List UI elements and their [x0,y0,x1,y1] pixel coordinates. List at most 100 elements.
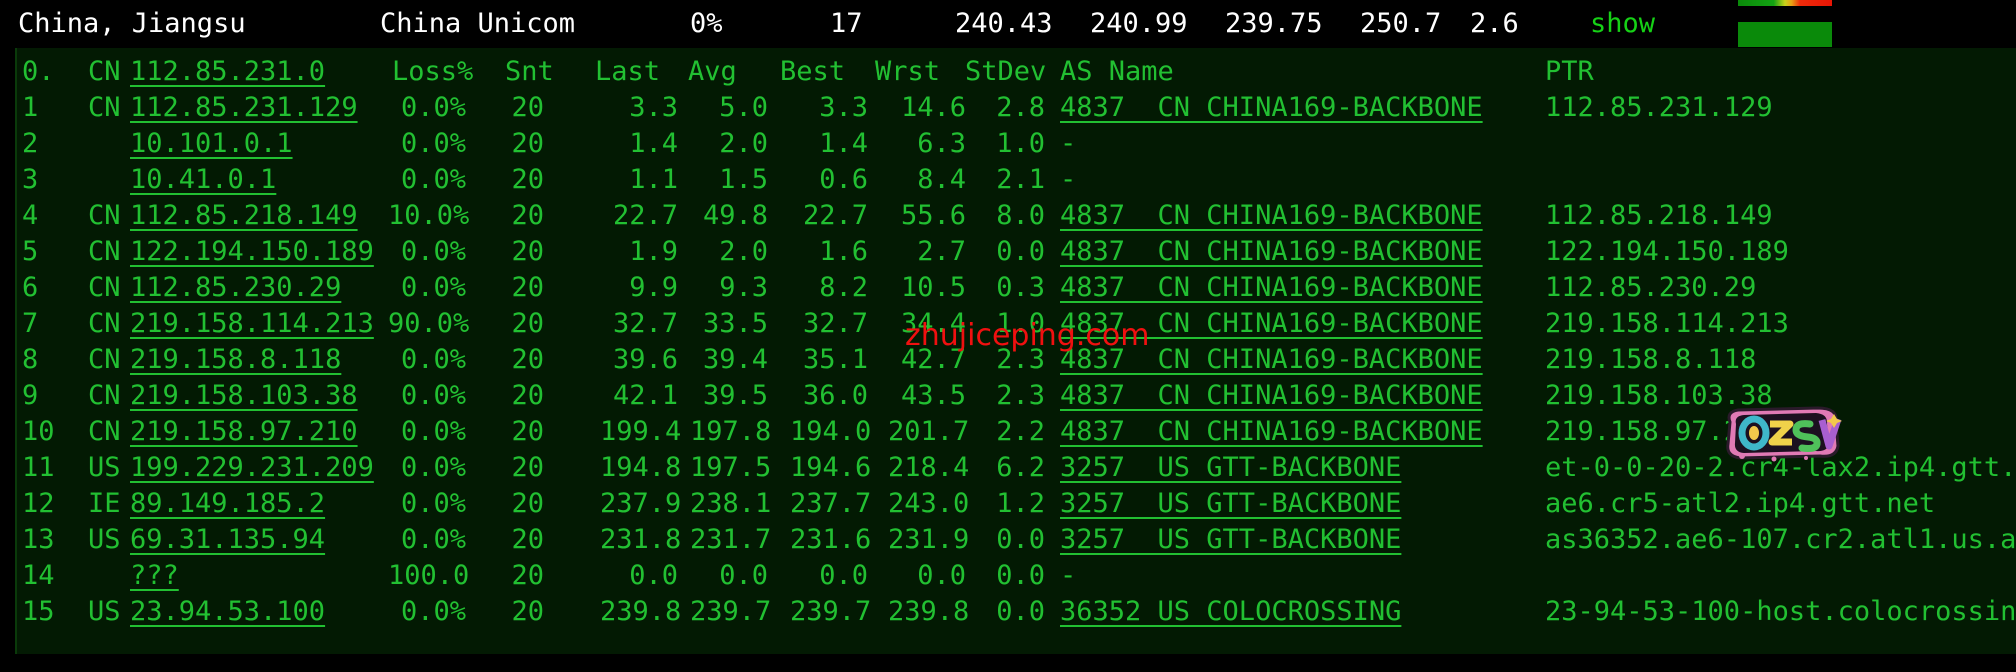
row-best: 0.6 [819,164,868,195]
row-as-name-link[interactable]: 4837 CN CHINA169-BACKBONE [1060,344,1483,375]
row-best: 237.7 [790,488,872,519]
row-avg: 239.7 [690,596,772,627]
row-worst: 218.4 [888,452,970,483]
row-last: 3.3 [629,92,678,123]
row-sent: 20 [511,380,544,411]
row-ip-link[interactable]: 69.31.135.94 [130,524,326,555]
row-stdev: 1.2 [996,488,1045,519]
row-as-name-link[interactable]: 3257 US GTT-BACKBONE [1060,452,1402,483]
row-ptr: 112.85.231.129 [1545,92,1773,123]
row-last: 231.8 [600,524,682,555]
row-as-name-link[interactable]: 3257 US GTT-BACKBONE [1060,524,1402,555]
row-ip-link[interactable]: 89.149.185.2 [130,488,326,519]
table-row: 9 CN 219.158.103.38 0.0% 20 42.1 39.5 36.0 43.5 2… [0,378,2016,414]
row-ip-link[interactable]: 219.158.103.38 [130,380,358,411]
row-ptr: et-0-0-20-2.cr4-lax2.ip4.gtt.n [1545,452,2016,483]
row-stdev: 0.0 [996,596,1045,627]
row-last: 1.9 [629,236,678,267]
row-as-name-link[interactable]: 4837 CN CHINA169-BACKBONE [1060,200,1483,231]
row-worst: 14.6 [900,92,966,123]
show-details-link[interactable]: show [1590,8,1656,39]
row-ptr: 219.158.8.118 [1545,344,1757,375]
row-worst: 2.7 [917,236,966,267]
row-stdev: 0.0 [996,560,1045,591]
row-loss: 0.0% [400,380,466,411]
row-worst: 201.7 [888,416,970,447]
row-ip-link[interactable]: 219.158.8.118 [130,344,342,375]
row-ptr: 219.158.114.213 [1545,308,1789,339]
row-stdev: 2.1 [996,164,1045,195]
row-avg: 0.0 [719,560,768,591]
row-hop-index: 14 [22,560,55,591]
row-avg: 238.1 [690,488,772,519]
row-as-name-link[interactable]: 4837 CN CHINA169-BACKBONE [1060,272,1483,303]
summary-last: 240.43 [955,8,1053,39]
row-avg: 39.5 [702,380,768,411]
panel-gutter [0,48,15,654]
row-ip-link[interactable]: 10.41.0.1 [130,164,277,195]
row-ip-link[interactable]: 219.158.114.213 [130,308,374,339]
row-ip-link[interactable]: 122.194.150.189 [130,236,374,267]
row-sent: 20 [511,524,544,555]
row-stdev: 1.0 [996,128,1045,159]
row-avg: 1.5 [719,164,768,195]
row-ip-link[interactable]: 23.94.53.100 [130,596,326,627]
row-last: 194.8 [600,452,682,483]
row-ip-link[interactable]: ??? [130,560,179,591]
row-worst: 42.7 [900,344,966,375]
row-as-name-link[interactable]: 36352 US COLOCROSSING [1060,596,1402,627]
row-ip-link[interactable]: 10.101.0.1 [130,128,293,159]
row-ip-link[interactable]: 199.229.231.209 [130,452,374,483]
row-avg: 2.0 [719,128,768,159]
traceroute-rows: 0. CN 112.85.231.0 Loss% Snt Last Avg Be… [0,48,2016,654]
summary-best: 239.75 [1225,8,1323,39]
row-avg: 49.8 [702,200,768,231]
table-row: 14??? 100.0 20 0.0 0.0 0.0 0.0 0.0- [0,558,2016,594]
row-as-name-link[interactable]: 4837 CN CHINA169-BACKBONE [1060,92,1483,123]
summary-location: China, Jiangsu [18,8,246,39]
row-last: 1.4 [629,128,678,159]
row-ip-link[interactable]: 112.85.218.149 [130,200,358,231]
row-ptr: as36352.ae6-107.cr2.atl1.us.as [1545,524,2016,555]
row-worst: 8.4 [917,164,966,195]
row-best: 1.6 [819,236,868,267]
row-worst: 55.6 [900,200,966,231]
row-as-name-link[interactable]: 4837 CN CHINA169-BACKBONE [1060,308,1483,339]
status-green-block [1738,22,1832,47]
row-ptr: 112.85.218.149 [1545,200,1773,231]
row-ip-link[interactable]: 112.85.231.129 [130,92,358,123]
row-sent: 20 [511,128,544,159]
row-ip-link[interactable]: 219.158.97.210 [130,416,358,447]
row-hop-index: 6 [22,272,39,303]
row-last: 237.9 [600,488,682,519]
row-sent: 20 [511,560,544,591]
row-country-code: CN [88,344,121,375]
row-ip-link[interactable]: 112.85.230.29 [130,272,342,303]
header-ip-link[interactable]: 112.85.231.0 [130,56,326,87]
row-sent: 20 [511,272,544,303]
row-hop-index: 8 [22,344,39,375]
row-stdev: 2.2 [996,416,1045,447]
row-stdev: 1.0 [996,308,1045,339]
row-stdev: 0.3 [996,272,1045,303]
summary-avg: 240.99 [1090,8,1188,39]
column-header-avg: Avg [688,56,737,87]
row-as-name-link[interactable]: 3257 US GTT-BACKBONE [1060,488,1402,519]
row-as-name-link[interactable]: 4837 CN CHINA169-BACKBONE [1060,380,1483,411]
table-row: 1 CN 112.85.231.129 0.0% 20 3.3 5.0 3.3 14.6 2.8 4… [0,90,2016,126]
row-sent: 20 [511,236,544,267]
row-as-name-link[interactable]: 4837 CN CHINA169-BACKBONE [1060,236,1483,267]
row-country-code: CN [88,380,121,411]
row-country-code: CN [88,236,121,267]
column-header-last: Last [595,56,661,87]
row-sent: 20 [511,344,544,375]
row-country-code: CN [88,200,121,231]
column-header-stdev: StDev [965,56,1047,87]
terminal-screen: China, Jiangsu China Unicom 0% 17 240.43… [0,0,2016,654]
row-sent: 20 [511,164,544,195]
row-as-name-link[interactable]: 4837 CN CHINA169-BACKBONE [1060,416,1483,447]
row-hop-index: 10 [22,416,55,447]
row-sent: 20 [511,488,544,519]
row-hop-index: 9 [22,380,39,411]
table-header-row: 0. CN 112.85.231.0 Loss% Snt Last Avg Be… [0,54,2016,90]
